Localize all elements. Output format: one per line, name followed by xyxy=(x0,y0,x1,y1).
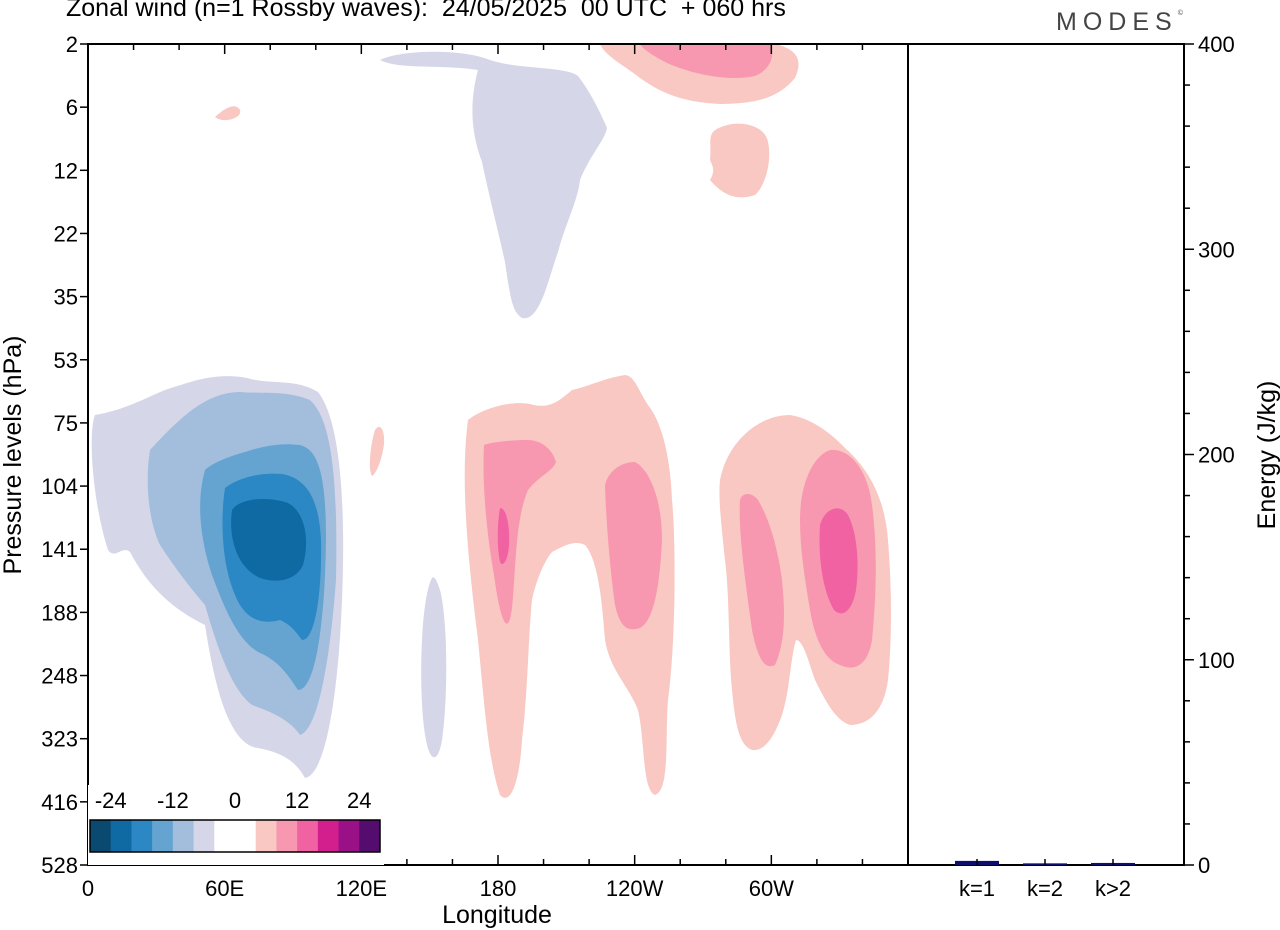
colorbar-swatch xyxy=(110,820,132,852)
y-tick-label: 2 xyxy=(66,32,78,57)
y-tick-label: 248 xyxy=(41,664,78,689)
energy-tick-label: 300 xyxy=(1198,237,1235,262)
colorbar-swatch xyxy=(90,820,112,852)
x-axis-label: Longitude xyxy=(442,901,552,929)
colorbar-label: -24 xyxy=(95,788,127,813)
contour-pos-4-c xyxy=(710,123,770,198)
contour-pos-8-a xyxy=(483,440,556,624)
contour-pos-8-b xyxy=(605,462,662,630)
colorbar-label: 12 xyxy=(285,788,309,813)
y-tick-label: 104 xyxy=(41,474,78,499)
contour-field xyxy=(91,44,891,865)
colorbar-swatch xyxy=(131,820,153,852)
bar-plot-frame xyxy=(907,43,1185,866)
energy-axis-label: Energy (J/kg) xyxy=(1253,381,1280,530)
colorbar-swatch xyxy=(338,820,360,852)
energy-tick-label: 200 xyxy=(1198,443,1235,468)
modes-logo: MODES© xyxy=(1056,8,1183,37)
y-tick-label: 6 xyxy=(66,95,78,120)
y-tick-label: 323 xyxy=(41,727,78,752)
y-tick-label: 416 xyxy=(41,790,78,815)
y-tick-label: 141 xyxy=(41,537,78,562)
contour-neg-4-lower xyxy=(421,577,447,758)
y-tick-label: 188 xyxy=(41,600,78,625)
contour-pos-12-b xyxy=(819,508,858,614)
x-tick-label: 180 xyxy=(480,876,517,901)
y-tick-label: 12 xyxy=(54,158,78,183)
y-tick-label: 53 xyxy=(54,348,78,373)
y-tick-label: 528 xyxy=(41,853,78,878)
bar-category-label: k>2 xyxy=(1095,876,1131,901)
y-tick-label: 75 xyxy=(54,411,78,436)
colorbar-frame xyxy=(89,819,381,853)
colorbar-label: -12 xyxy=(157,788,189,813)
energy-tick-label: 0 xyxy=(1198,853,1210,878)
x-tick-label: 60W xyxy=(749,876,794,901)
colorbar-swatch xyxy=(276,820,298,852)
colorbar-swatch xyxy=(317,820,340,852)
chart-title: Zonal wind (n=1 Rossby waves): 24/05/202… xyxy=(66,0,786,22)
energy-tick-label: 100 xyxy=(1198,648,1235,673)
contour-pos-8-e xyxy=(640,44,773,79)
y-axis: 2 6 12 22 35 53 75 104 141 188 248 323 416 528 xyxy=(41,32,88,878)
logo-text: MODES xyxy=(1056,8,1178,36)
logo-mark: © xyxy=(1177,9,1183,17)
colorbar-swatch xyxy=(193,820,215,852)
colorbar-swatch xyxy=(297,820,319,852)
colorbar-swatch xyxy=(172,820,195,852)
bar-category-label: k=1 xyxy=(959,876,995,901)
colorbar-swatch xyxy=(235,820,257,852)
contour-pos-8-c xyxy=(739,494,785,667)
colorbar-swatch xyxy=(359,820,381,852)
contour-pos-12-a xyxy=(497,508,510,565)
contour-pos-4-f xyxy=(369,426,385,476)
x-tick-label: 0 xyxy=(82,876,94,901)
y-tick-label: 35 xyxy=(54,285,78,310)
energy-tick-label: 400 xyxy=(1198,32,1235,57)
colorbar-label: 24 xyxy=(347,788,371,813)
contour-pos-4-e xyxy=(215,106,241,121)
x-tick-label: 60E xyxy=(205,876,244,901)
bar-category-label: k=2 xyxy=(1027,876,1063,901)
colorbar-swatch xyxy=(152,820,174,852)
energy-bars: k=1 k=2 k>2 xyxy=(955,859,1135,901)
colorbar-swatch xyxy=(214,820,236,852)
x-tick-label: 120W xyxy=(606,876,664,901)
contour-neg-20 xyxy=(231,498,307,581)
energy-axis: 0 100 200 300 400 xyxy=(1184,32,1235,878)
contour-neg-4-strat xyxy=(380,51,607,319)
y-axis-label: Pressure levels (hPa) xyxy=(0,336,27,575)
x-tick-label: 120E xyxy=(336,876,387,901)
y-tick-label: 22 xyxy=(54,221,78,246)
x-axis: 0 60E 120E 180 120W 60W xyxy=(82,44,909,901)
colorbar-label: 0 xyxy=(229,788,241,813)
colorbar: -24 -12 0 12 24 xyxy=(88,785,384,865)
colorbar-swatch xyxy=(255,820,277,852)
